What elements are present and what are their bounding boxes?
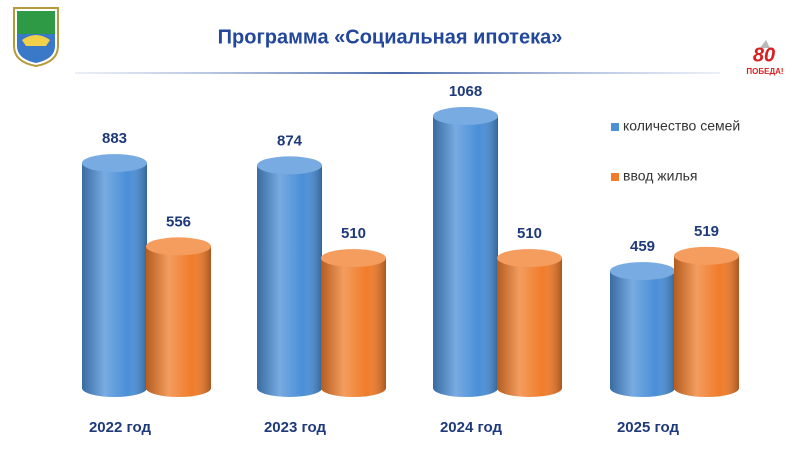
bar-cap-highlight (82, 154, 147, 173)
legend-label: ввод жилья (623, 168, 697, 184)
bar-cap (146, 237, 211, 256)
value-label: 510 (517, 225, 542, 242)
value-label: 1068 (449, 83, 482, 100)
bar-shade (82, 163, 147, 397)
bar-shade (146, 246, 211, 397)
x-tick-label: 2025 год (617, 419, 680, 436)
city-emblem (13, 7, 59, 68)
value-label: 510 (341, 225, 366, 242)
bar-cap-highlight (257, 156, 322, 175)
legend-label: количество семей (623, 118, 740, 134)
bar-cap-highlight (497, 249, 562, 268)
value-label: 459 (630, 238, 655, 255)
bar-cap (610, 262, 675, 281)
legend-swatch (611, 123, 619, 131)
badge-text: ПОБЕДА! (746, 67, 783, 76)
bar-cap (257, 156, 322, 175)
value-label: 519 (694, 223, 719, 240)
bar-shade (497, 258, 562, 397)
x-tick-label: 2022 год (89, 419, 152, 436)
bar-shade (674, 255, 739, 397)
bar-shade (610, 271, 675, 397)
bar-cap (82, 154, 147, 173)
victory-badge: 80 ПОБЕДА! (746, 8, 784, 76)
bar-shade (433, 116, 498, 397)
title-rule (75, 72, 720, 74)
bar-cap (433, 107, 498, 125)
bar-cap-highlight (674, 246, 739, 265)
bar-cap (674, 246, 739, 265)
legend-swatch (611, 173, 619, 181)
bar-cap-highlight (433, 107, 498, 125)
x-tick-label: 2023 год (264, 419, 327, 436)
bar-cap (321, 249, 386, 268)
bar-shade (257, 165, 322, 397)
bar-shade (321, 258, 386, 397)
value-label: 556 (166, 213, 191, 230)
bar-cap (497, 249, 562, 268)
x-tick-label: 2024 год (440, 419, 503, 436)
badge-number: 80 (753, 44, 775, 66)
bar-cap-highlight (610, 262, 675, 281)
value-label: 874 (277, 132, 303, 149)
bar-cap-highlight (321, 249, 386, 268)
bar-cap-highlight (146, 237, 211, 256)
value-label: 883 (102, 130, 127, 147)
chart-title: Программа «Социальная ипотека» (218, 26, 563, 48)
